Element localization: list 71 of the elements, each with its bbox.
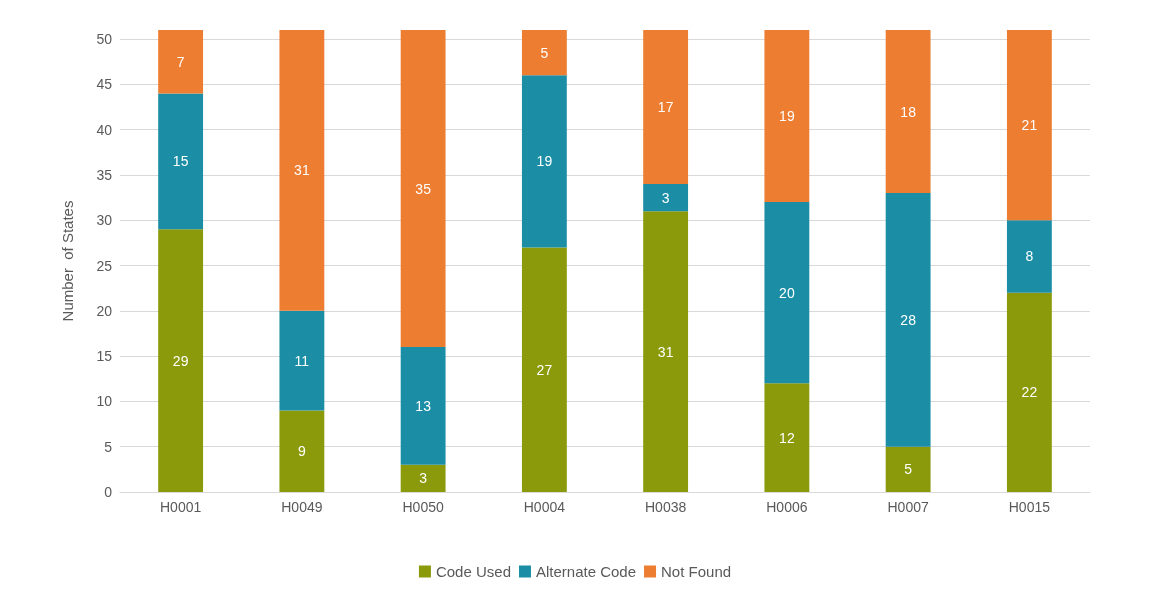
legend-label: Alternate Code bbox=[535, 563, 637, 580]
y-axis-title: Number of States bbox=[59, 200, 76, 322]
data-label: 9 bbox=[297, 443, 306, 460]
bar bbox=[279, 310, 325, 411]
bar bbox=[643, 184, 689, 212]
data-label: 27 bbox=[536, 361, 553, 378]
bar bbox=[279, 410, 325, 492]
x-tick-label: H0015 bbox=[1008, 499, 1051, 515]
bar bbox=[885, 30, 931, 194]
y-tick-label: 10 bbox=[96, 393, 113, 410]
data-label: 12 bbox=[779, 429, 795, 446]
data-label: 7 bbox=[176, 53, 185, 70]
data-label: 15 bbox=[172, 153, 189, 170]
bar bbox=[521, 247, 567, 492]
x-tick-label: H0038 bbox=[644, 499, 687, 515]
y-tick-label: 50 bbox=[96, 31, 113, 48]
y-tick-label: 25 bbox=[96, 257, 113, 274]
y-tick-label: 40 bbox=[96, 121, 113, 138]
x-tick-label: H0007 bbox=[887, 499, 929, 515]
bar bbox=[643, 211, 689, 492]
bar bbox=[643, 30, 689, 184]
bar bbox=[158, 229, 204, 492]
x-tick-label: H0004 bbox=[523, 499, 566, 515]
legend-label: Code Used bbox=[435, 563, 511, 580]
y-tick-label: 5 bbox=[104, 438, 113, 455]
x-tick-label: H0001 bbox=[159, 499, 202, 515]
bar bbox=[885, 446, 931, 492]
data-label: 18 bbox=[900, 103, 917, 120]
data-label: 11 bbox=[294, 352, 310, 369]
bar bbox=[885, 193, 931, 447]
bar bbox=[158, 93, 204, 230]
y-tick-label: 35 bbox=[96, 166, 113, 183]
y-tick-label: 30 bbox=[96, 212, 113, 229]
data-label: 35 bbox=[415, 180, 432, 197]
bar bbox=[521, 75, 567, 248]
bar bbox=[400, 347, 446, 465]
y-tick-label: 0 bbox=[104, 484, 113, 500]
legend-label: Not Found bbox=[661, 563, 732, 580]
bar bbox=[521, 30, 567, 76]
data-label: 31 bbox=[657, 343, 674, 360]
data-label: 22 bbox=[1021, 384, 1038, 401]
data-label: 5 bbox=[904, 461, 913, 478]
bar bbox=[279, 30, 325, 311]
data-label: 20 bbox=[779, 284, 795, 301]
bar bbox=[400, 464, 446, 492]
bar bbox=[1006, 30, 1052, 221]
data-label: 17 bbox=[657, 99, 674, 115]
data-label: 3 bbox=[419, 470, 428, 487]
bar bbox=[400, 30, 446, 348]
data-label: 28 bbox=[900, 311, 917, 328]
data-label: 29 bbox=[172, 352, 189, 369]
x-tick-label: H0049 bbox=[281, 499, 323, 515]
bar bbox=[764, 383, 810, 492]
data-label: 19 bbox=[536, 153, 553, 170]
data-label: 8 bbox=[1025, 248, 1034, 265]
bar bbox=[158, 30, 204, 94]
data-label: 21 bbox=[1021, 117, 1038, 134]
bar bbox=[764, 202, 810, 384]
x-tick-label: H0006 bbox=[766, 499, 808, 515]
y-tick-label: 15 bbox=[96, 348, 113, 365]
data-label: 31 bbox=[294, 162, 310, 179]
y-tick-label: 20 bbox=[96, 302, 113, 319]
data-label: 5 bbox=[540, 44, 549, 61]
data-label: 13 bbox=[415, 397, 432, 414]
bar bbox=[1006, 220, 1052, 293]
data-label: 19 bbox=[779, 108, 795, 125]
bar bbox=[764, 30, 810, 203]
bar bbox=[1006, 292, 1052, 492]
x-tick-label: H0050 bbox=[402, 499, 444, 515]
y-tick-label: 45 bbox=[96, 76, 113, 93]
data-label: 3 bbox=[661, 189, 670, 206]
